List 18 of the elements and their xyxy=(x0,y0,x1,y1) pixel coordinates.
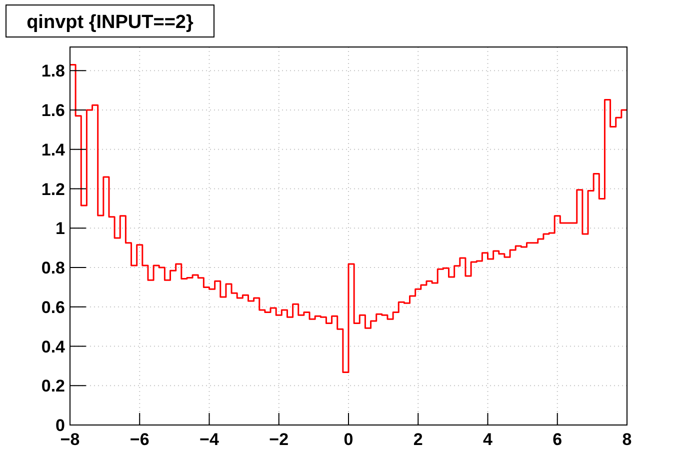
y-tick-label: 0.2 xyxy=(41,376,65,396)
x-tick-label: −2 xyxy=(269,430,289,449)
x-tick-label: 8 xyxy=(622,430,632,449)
y-tick-label: 1.4 xyxy=(41,140,66,160)
y-tick-label: 1.6 xyxy=(41,101,65,120)
x-tick-label: 4 xyxy=(483,430,494,449)
y-tick-label: 0.8 xyxy=(41,258,65,278)
y-tick-label: 0.6 xyxy=(41,298,65,317)
x-tick-label: 0 xyxy=(344,430,354,449)
y-tick-label: 0.4 xyxy=(41,337,66,356)
x-tick-label: 2 xyxy=(413,430,423,449)
x-tick-label: 6 xyxy=(552,430,562,449)
x-tick-label: −4 xyxy=(200,430,220,449)
y-tick-label: 1.8 xyxy=(41,62,65,81)
y-tick-label: 1 xyxy=(56,219,65,238)
chart-title: qinvpt {INPUT==2} xyxy=(26,12,194,33)
y-tick-label: 1.2 xyxy=(41,180,65,199)
x-tick-label: −6 xyxy=(130,430,150,449)
